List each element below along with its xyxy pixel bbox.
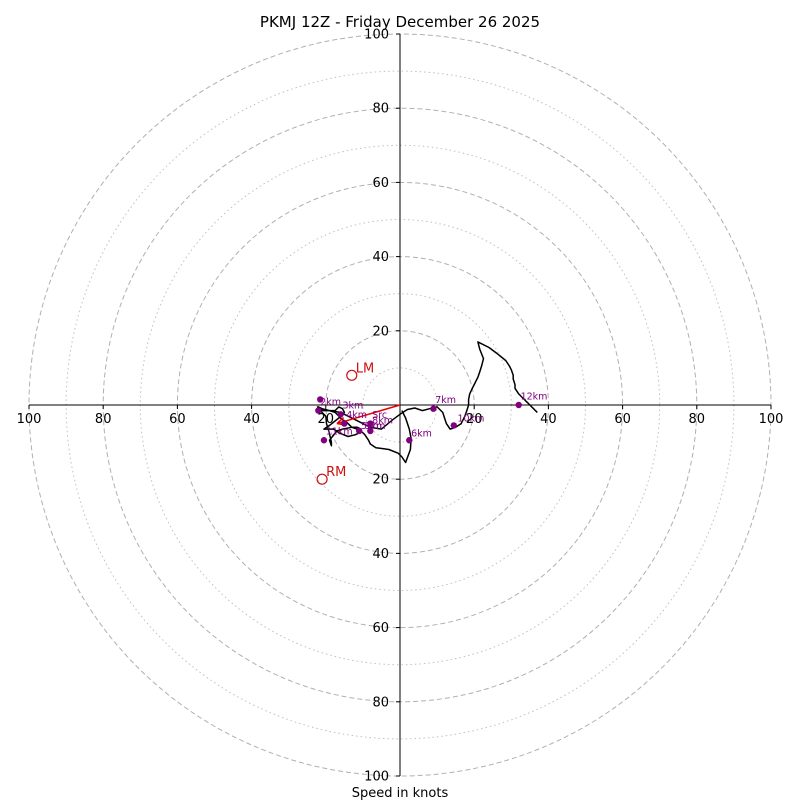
- x-tick-label: 20: [318, 412, 335, 427]
- height-marker-2km: [315, 407, 322, 414]
- tick-labels: 100 80 60 40 20 20 40 60 80 100 100 80 60 40 20 20 40 60 8…: [17, 28, 784, 785]
- y-tick-label: 20: [372, 324, 389, 339]
- y-tick-label: 40: [372, 547, 389, 562]
- marker-label: 3km: [342, 401, 363, 412]
- marker-label: 11km: [326, 427, 353, 438]
- marker-label: 5km: [361, 421, 382, 432]
- x-tick-label: 20: [466, 412, 483, 427]
- shear-vector: [336, 404, 401, 425]
- marker-label: 10km: [458, 414, 485, 425]
- marker-label: 6km: [411, 429, 432, 440]
- height-marker-9km: [367, 427, 374, 435]
- y-tick-label: 80: [372, 695, 389, 710]
- x-tick-label: 80: [689, 412, 706, 427]
- y-tick-label: 100: [364, 770, 389, 785]
- height-marker-8km: [367, 420, 374, 427]
- y-tick-label: 100: [364, 28, 389, 43]
- storm-motion-lm-marker: [346, 369, 358, 381]
- x-tick-label: 100: [17, 412, 42, 427]
- height-marker-1km: [317, 396, 324, 403]
- height-marker-5km: [355, 427, 363, 435]
- storm-motion: LM RM: [316, 361, 374, 485]
- height-marker-7km: [430, 405, 437, 412]
- y-tick-label: 60: [372, 621, 389, 636]
- x-tick-label: 40: [243, 412, 260, 427]
- x-axis-label: Speed in knots: [352, 786, 449, 800]
- height-marker-4km: [341, 420, 348, 427]
- y-tick-label: 40: [372, 250, 389, 265]
- y-tick-label: 60: [372, 176, 389, 191]
- height-marker-6km: [406, 437, 413, 444]
- x-tick-label: 60: [169, 412, 186, 427]
- height-marker-11km: [320, 437, 328, 444]
- marker-label: 7km: [435, 395, 456, 406]
- marker-label: 9km: [365, 421, 386, 432]
- x-tick-label: 80: [95, 412, 112, 427]
- y-tick-label: 80: [372, 102, 389, 117]
- marker-label: Src: [372, 410, 387, 421]
- height-marker-10km: [450, 422, 457, 429]
- height-marker-3km: [337, 411, 344, 418]
- x-tick-label: 60: [614, 412, 631, 427]
- marker-label: 12km: [521, 391, 548, 402]
- marker-label: 4km: [346, 410, 367, 421]
- x-tick-label: 40: [540, 412, 557, 427]
- wind-trace: [316, 341, 538, 464]
- storm-motion-lm-label: LM: [356, 361, 374, 376]
- y-tick-label: 20: [372, 473, 389, 488]
- chart-title: PKMJ 12Z - Friday December 26 2025: [260, 13, 540, 31]
- height-marker-12km: [515, 401, 522, 409]
- marker-label: 2km: [320, 397, 341, 408]
- storm-motion-rm-label: RM: [326, 465, 346, 480]
- marker-label: 8km: [372, 416, 393, 427]
- x-tick-label: 100: [759, 412, 784, 427]
- storm-motion-rm-marker: [316, 473, 328, 485]
